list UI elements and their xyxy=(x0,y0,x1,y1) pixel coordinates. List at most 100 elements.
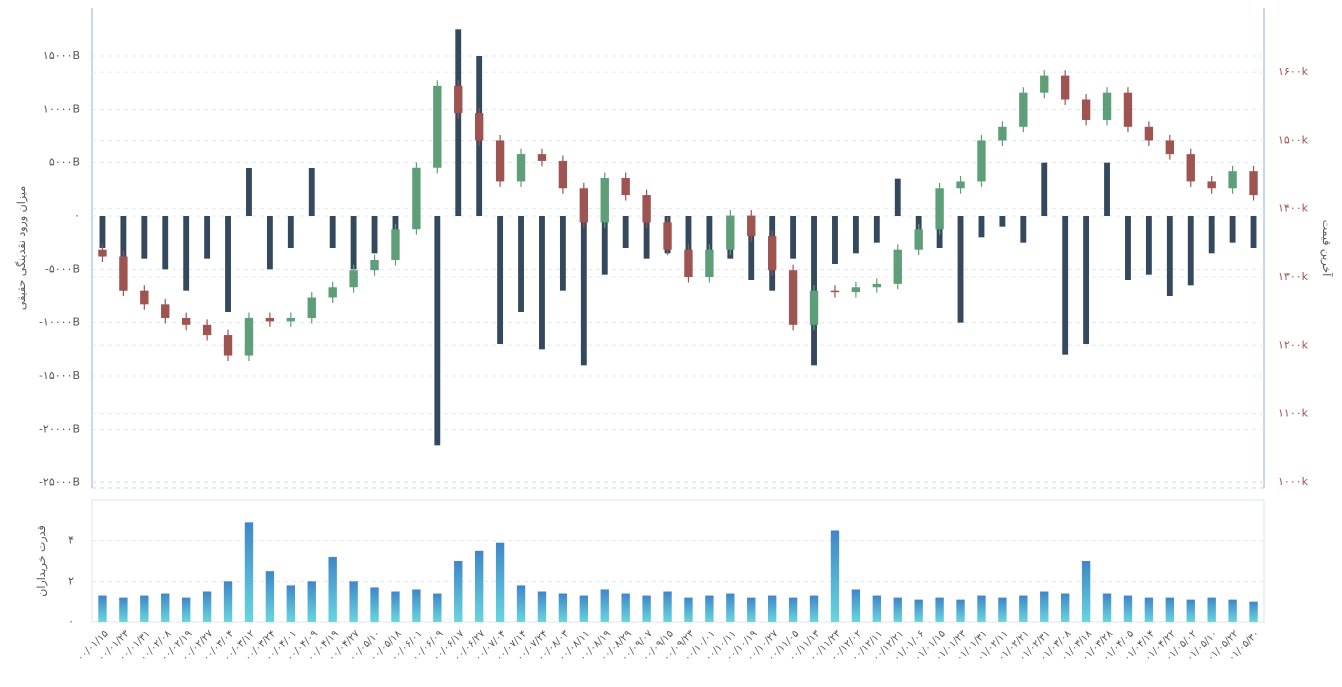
buyer-power-bar xyxy=(998,597,1007,622)
candle-body xyxy=(935,188,944,230)
candle-body xyxy=(349,270,358,288)
flow-bar xyxy=(1208,216,1215,254)
flow-bar xyxy=(559,216,566,291)
buyer-power-bar xyxy=(307,581,316,622)
y-tick-label: ۰ xyxy=(74,209,80,222)
candle-body xyxy=(1040,75,1049,93)
buyer-power-bar xyxy=(600,589,609,622)
flow-bar xyxy=(1020,216,1027,243)
buyer-power-bar xyxy=(1228,599,1237,622)
buyer-power-bar xyxy=(1019,595,1028,622)
flow-bar xyxy=(434,216,441,446)
candle-body xyxy=(1019,92,1028,127)
buyer-power-bar xyxy=(349,581,358,622)
candle-body xyxy=(1060,75,1070,100)
candle-body xyxy=(474,113,484,141)
y-tick-label: -۱۵۰۰۰B xyxy=(39,369,80,382)
buyer-power-bar xyxy=(935,597,944,622)
lower-tick-label: ۰ xyxy=(68,615,74,628)
flow-bar xyxy=(308,168,315,216)
buyer-power-bar xyxy=(558,593,568,622)
y-tick-label: -۱۰۰۰۰B xyxy=(39,316,80,329)
buyer-power-bar xyxy=(474,550,484,622)
buyer-power-bar xyxy=(579,595,589,622)
candle-body xyxy=(998,126,1007,141)
buyer-power-bar xyxy=(286,585,296,622)
buyer-power-bar xyxy=(1144,597,1154,622)
flow-bar xyxy=(832,216,838,264)
candle-body xyxy=(1123,92,1133,127)
flow-bar xyxy=(455,29,462,217)
buyer-power-bar xyxy=(726,593,735,622)
buyer-power-bar xyxy=(705,595,714,622)
buyer-power-bar xyxy=(684,597,693,622)
buyer-power-bar xyxy=(747,597,756,622)
candle-body xyxy=(537,154,547,161)
buyer-power-bar xyxy=(830,530,840,622)
candle-body xyxy=(705,249,714,278)
buyer-power-bar xyxy=(851,589,861,622)
flow-bar xyxy=(518,216,524,312)
flow-bar xyxy=(141,216,148,259)
candle-body xyxy=(1081,99,1091,120)
candle-body xyxy=(893,249,902,284)
flow-bar xyxy=(350,216,357,270)
buyer-power-bar xyxy=(433,593,442,622)
flow-bar xyxy=(204,216,211,259)
flow-bar xyxy=(1041,162,1048,216)
y-tick-label: -۲۵۰۰۰B xyxy=(39,476,80,489)
candle-body xyxy=(286,317,296,322)
buyer-power-bar xyxy=(223,581,233,622)
candle-body xyxy=(265,317,275,322)
candle-body xyxy=(621,178,630,196)
buyer-power-bar xyxy=(1060,593,1070,622)
flow-bar xyxy=(622,216,629,248)
flow-bar xyxy=(1229,216,1236,243)
buyer-power-bar xyxy=(516,585,526,622)
candle-body xyxy=(516,154,526,182)
buyer-power-bar xyxy=(1123,595,1133,622)
flow-bar xyxy=(873,216,880,243)
buyer-power-bar xyxy=(161,593,170,622)
y2-tick-label: ۱۴۰۰k xyxy=(1278,202,1309,215)
candle-body xyxy=(600,178,609,223)
flow-bar xyxy=(225,216,231,312)
buyer-power-bar xyxy=(1207,597,1216,622)
candle-body xyxy=(851,287,861,293)
y-tick-label: -۲۰۰۰۰B xyxy=(39,422,80,435)
y-tick-label: -۵۰۰۰B xyxy=(45,262,80,275)
flow-bar xyxy=(1125,216,1131,280)
lower-tick-label: ۴ xyxy=(68,534,74,547)
candle-body xyxy=(872,283,882,288)
candle-body xyxy=(726,215,735,250)
y2-tick-label: ۱۵۰۰k xyxy=(1278,133,1309,146)
buyer-power-bar xyxy=(1249,601,1258,622)
flow-bar xyxy=(1250,216,1257,248)
flow-bar xyxy=(246,168,252,216)
flow-bar xyxy=(894,178,901,216)
candle-body xyxy=(977,140,986,182)
candle-body xyxy=(391,229,400,260)
y2-tick-label: ۱۰۰۰k xyxy=(1278,475,1309,488)
candle-body xyxy=(244,317,254,356)
flow-bar xyxy=(1187,216,1194,286)
buyer-power-bar xyxy=(977,595,986,622)
flow-bar xyxy=(329,216,336,248)
candle-body xyxy=(98,249,107,257)
y-tick-label: ۱۵۰۰۰B xyxy=(43,49,80,62)
flow-bar xyxy=(643,216,650,259)
candle-body xyxy=(558,160,568,189)
flow-bar xyxy=(539,216,545,350)
buyer-power-bar xyxy=(956,599,965,622)
candle-body xyxy=(1102,92,1112,120)
candle-body xyxy=(1228,171,1237,189)
candle-body xyxy=(684,249,693,278)
buyer-power-bar xyxy=(1081,561,1091,622)
buyer-power-bar xyxy=(265,571,275,622)
buyer-power-bar xyxy=(537,591,547,622)
candle-body xyxy=(1207,181,1216,189)
y2-tick-label: ۱۲۰۰k xyxy=(1278,338,1309,351)
candle-body xyxy=(495,140,505,182)
flow-bar xyxy=(1166,216,1173,296)
